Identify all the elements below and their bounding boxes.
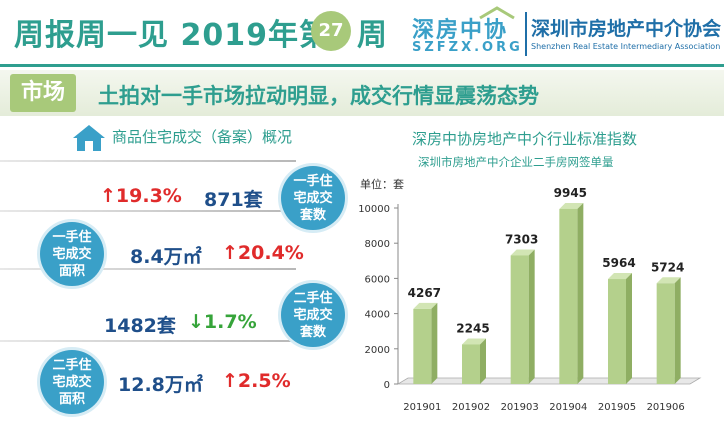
circle-label: 一手住宅成交套数 — [293, 173, 333, 223]
stat-value-3: 1482套 — [104, 315, 176, 337]
stat-value-1: 871套 — [204, 189, 263, 211]
bar — [510, 255, 529, 384]
unit-label: 单位：套 — [360, 178, 404, 191]
x-tick-label: 201901 — [403, 402, 441, 413]
x-tick-label: 201906 — [647, 402, 685, 413]
y-tick-label: 0 — [384, 380, 390, 391]
bar-side — [528, 249, 535, 384]
circle-label: 一手住宅成交面积 — [52, 229, 92, 279]
circle-label: 二手住宅成交套数 — [293, 290, 333, 340]
up-arrow-icon: ↑ — [222, 370, 238, 392]
section-tag: 市场 — [10, 74, 76, 112]
bar-side — [480, 338, 486, 384]
bar — [462, 344, 480, 384]
bar-value-label: 2245 — [456, 321, 489, 335]
up-arrow-icon: ↑ — [222, 242, 238, 264]
chart-title: 深房中协房地产中介行业标准指数 — [412, 130, 638, 148]
bar-value-label: 5724 — [651, 260, 684, 274]
y-tick-label: 4000 — [365, 310, 390, 321]
stat-value-2: 8.4万㎡ — [130, 246, 202, 268]
bar-value-label: 4267 — [408, 286, 441, 300]
org-name: 深圳市房地产中介协会 — [531, 18, 722, 40]
bar-top — [559, 202, 584, 209]
bar-top — [413, 302, 438, 309]
change-value: 1.7% — [203, 311, 257, 333]
x-axis-floor — [396, 377, 702, 385]
header: 周报周一见 2019年第 27 周 深房中协 SZFZX.ORG 深圳市房地产中… — [0, 0, 724, 64]
bar-top — [608, 273, 632, 280]
stat-circle-4: 二手住宅成交面积 — [40, 350, 104, 414]
stat-circle-1: 一手住宅成交套数 — [281, 166, 345, 230]
headline-banner — [0, 70, 724, 116]
stat-change-4: ↑2.5% — [222, 370, 291, 392]
change-value: 19.3% — [115, 185, 182, 207]
y-tick-label: 8000 — [365, 239, 390, 250]
association-logo: 深房中协 SZFZX.ORG 深圳市房地产中介协会 Shenzhen Real … — [412, 6, 721, 60]
up-arrow-icon: ↑ — [100, 185, 116, 207]
bar-side — [577, 202, 584, 384]
chart-subtitle: 深圳市房地产中介企业二手房网签单量 — [418, 155, 614, 169]
y-tick-label: 6000 — [365, 274, 390, 285]
circle-label: 二手住宅成交面积 — [52, 357, 92, 407]
bar-side — [431, 302, 438, 384]
bar-value-label: 7303 — [505, 232, 538, 246]
house-icon — [73, 125, 105, 151]
divider-line — [0, 340, 296, 342]
x-tick-label: 201904 — [549, 402, 587, 413]
x-tick-label: 201902 — [452, 402, 490, 413]
change-value: 2.5% — [237, 370, 291, 392]
logo-cn-text: 深房中协 — [412, 18, 509, 43]
bar — [413, 308, 432, 384]
divider-line — [0, 210, 296, 212]
header-divider — [0, 64, 724, 67]
stat-circle-3: 二手住宅成交套数 — [281, 283, 345, 347]
bar — [656, 283, 675, 384]
issue-number-badge: 27 — [311, 11, 351, 51]
logo-divider — [525, 12, 527, 56]
stat-change-3: ↓1.7% — [188, 311, 257, 333]
section-title: 商品住宅成交（备案）概况 — [112, 128, 293, 146]
headline-text: 土拍对一手市场拉动明显，成交行情显震荡态势 — [98, 84, 539, 108]
bar — [608, 279, 626, 384]
bar — [559, 208, 578, 384]
stat-change-1: ↑19.3% — [100, 185, 182, 207]
stat-value-4: 12.8万㎡ — [118, 374, 203, 396]
divider-line — [0, 160, 296, 162]
y-tick-label: 2000 — [365, 345, 390, 356]
bar-value-label: 9945 — [554, 186, 587, 200]
divider-line — [0, 268, 296, 270]
bar-side — [674, 277, 681, 384]
x-tick-label: 201903 — [501, 402, 539, 413]
y-tick-label: 10000 — [358, 204, 390, 215]
bar-top — [656, 277, 681, 284]
x-tick-label: 201905 — [598, 402, 636, 413]
down-arrow-icon: ↓ — [188, 311, 204, 333]
bar-top — [510, 249, 535, 256]
bar-value-label: 5964 — [602, 256, 635, 270]
logo-en-text: SZFZX.ORG — [412, 40, 523, 55]
header-title: 周报周一见 2019年第 — [14, 18, 330, 53]
stat-change-2: ↑20.4% — [222, 242, 304, 264]
bar-side — [626, 273, 632, 384]
header-title-suffix: 周 — [357, 18, 387, 53]
bar-top — [462, 338, 486, 345]
change-value: 20.4% — [237, 242, 304, 264]
stat-circle-2: 一手住宅成交面积 — [40, 222, 104, 286]
org-name-en: Shenzhen Real Estate Intermediary Associ… — [531, 42, 721, 51]
logo-house-icon — [479, 6, 515, 20]
